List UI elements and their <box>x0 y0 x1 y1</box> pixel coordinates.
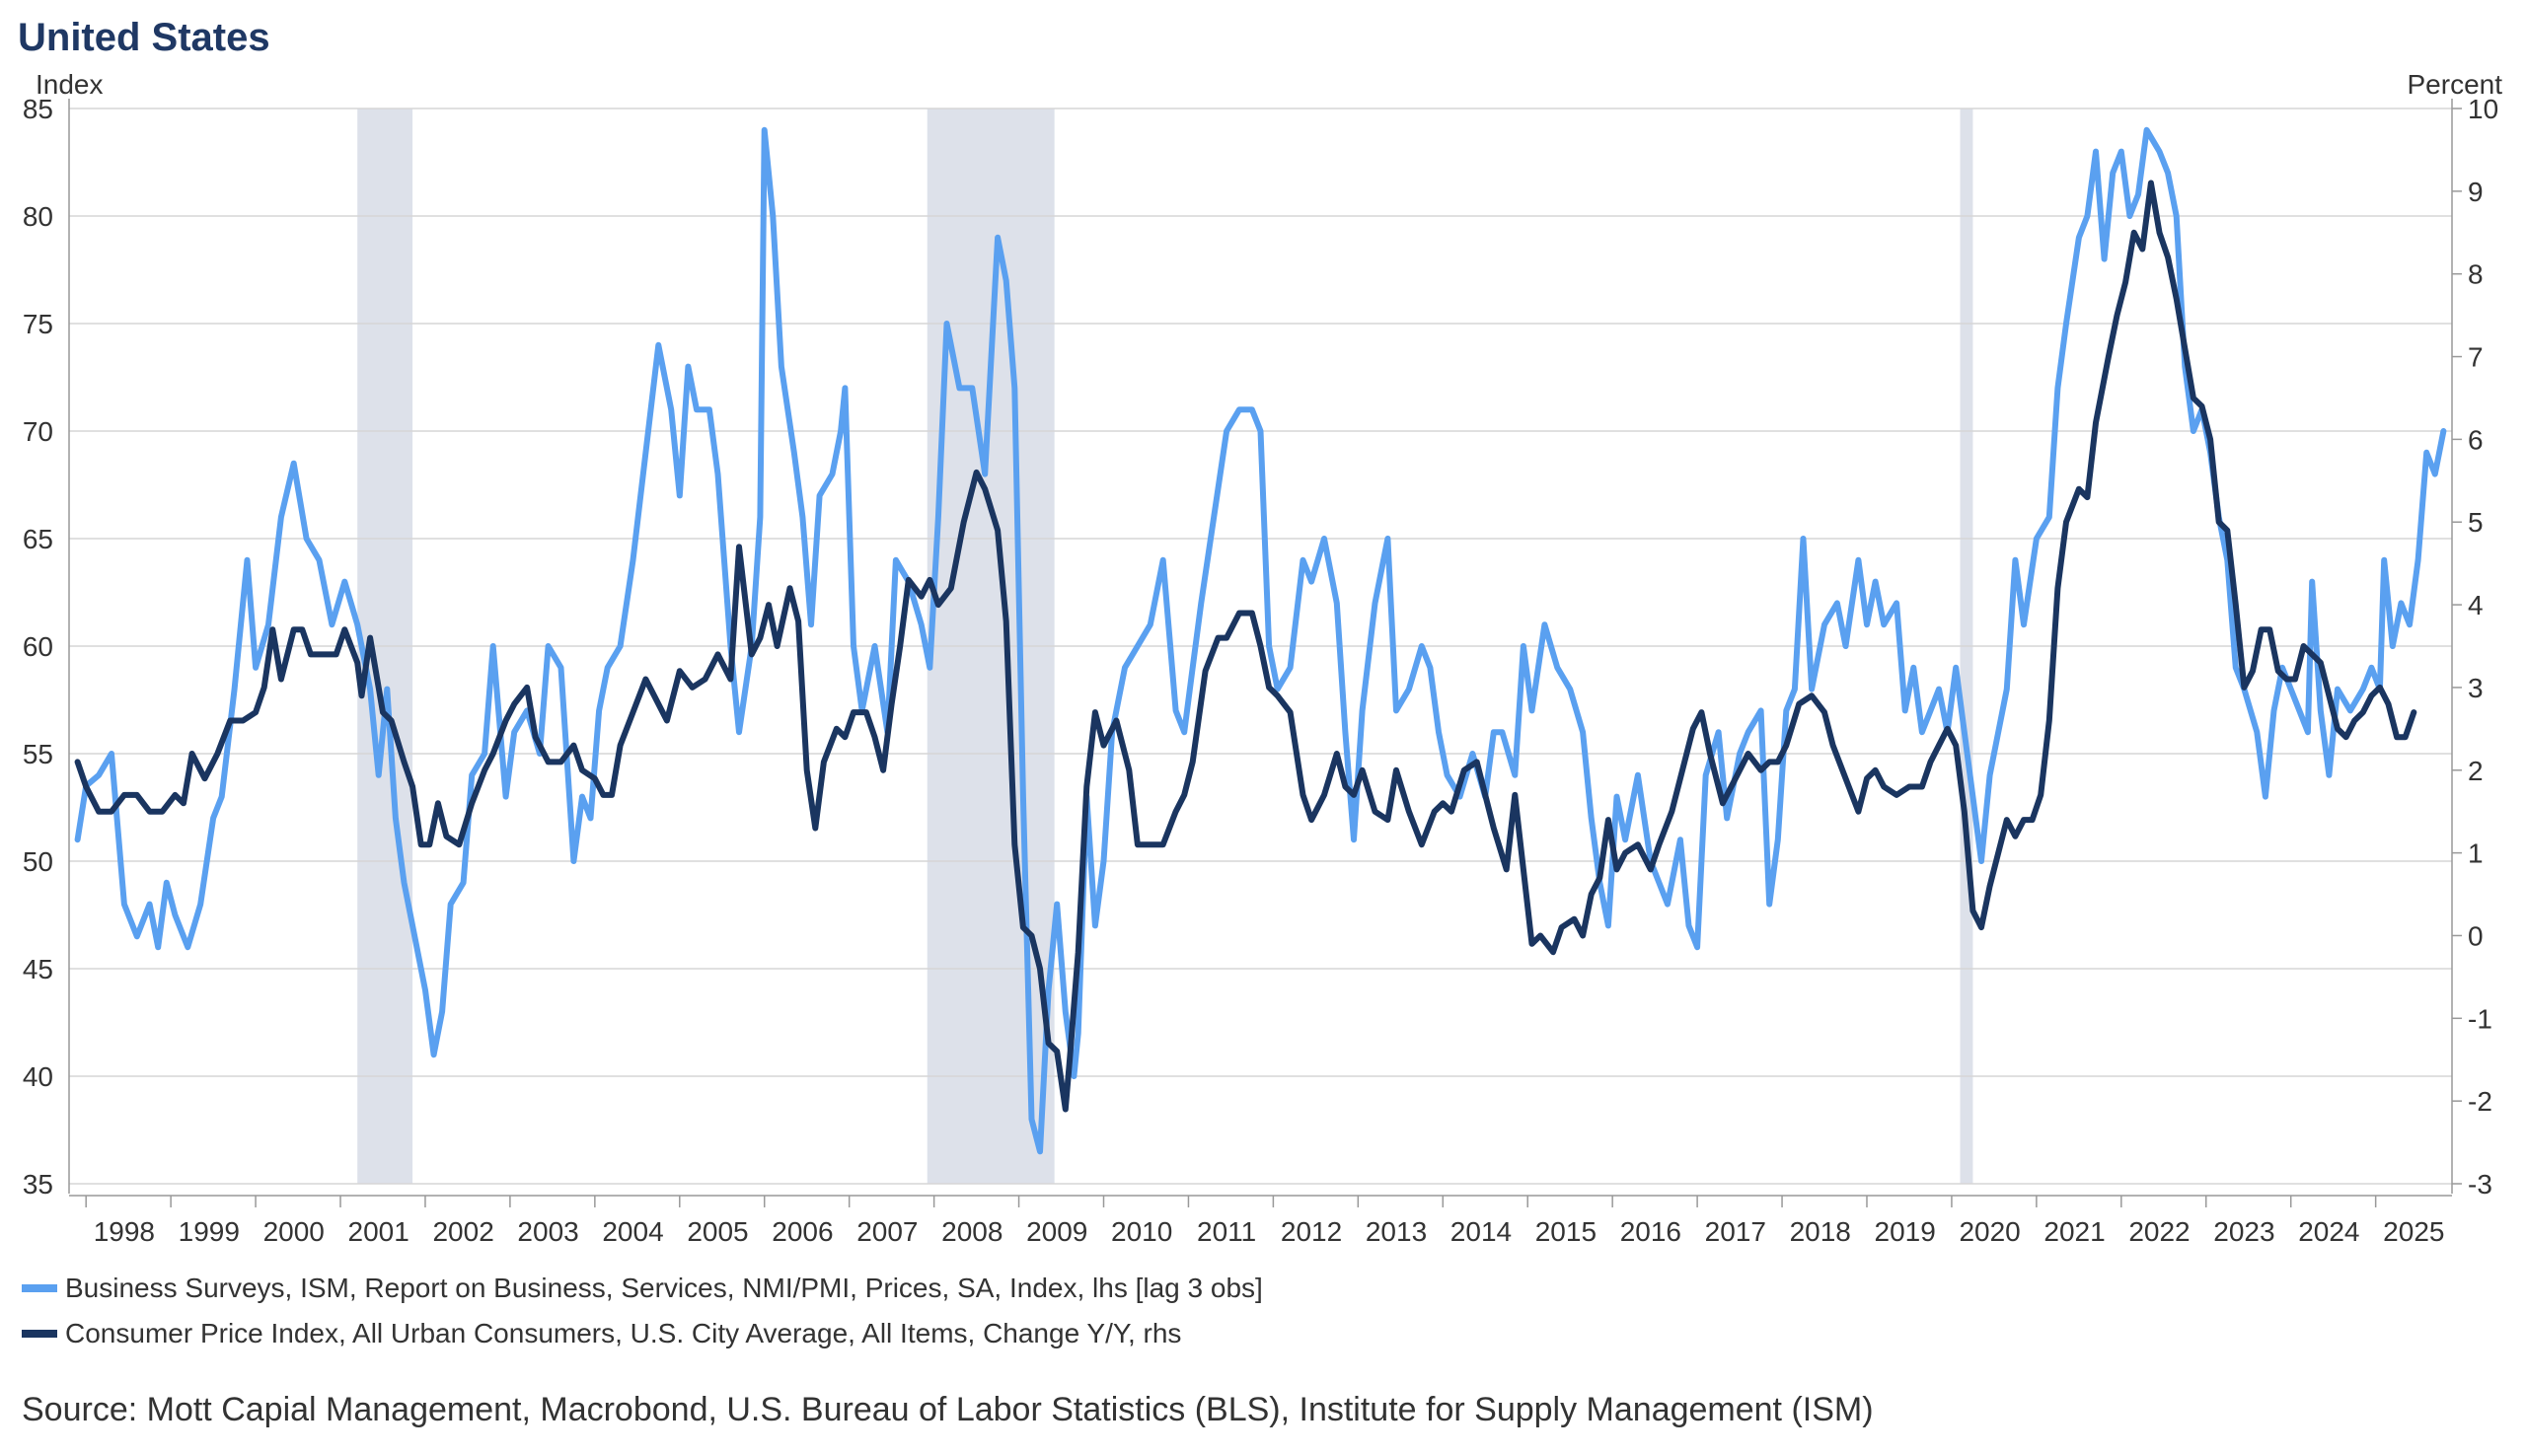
x-tick-label: 2002 <box>432 1216 493 1247</box>
legend-label-cpi: Consumer Price Index, All Urban Consumer… <box>65 1318 1182 1348</box>
x-tick-label: 2012 <box>1281 1216 1342 1247</box>
x-tick-label: 2017 <box>1705 1216 1766 1247</box>
x-tick-label: 2006 <box>772 1216 833 1247</box>
right-axis-label: Percent <box>2407 69 2503 100</box>
x-tick-label: 2019 <box>1875 1216 1936 1247</box>
x-tick-label: 2009 <box>1026 1216 1087 1247</box>
x-tick-label: 2020 <box>1959 1216 2020 1247</box>
x-tick-label: 2018 <box>1790 1216 1851 1247</box>
x-tick-label: 2004 <box>602 1216 663 1247</box>
x-tick-label: 2014 <box>1450 1216 1512 1247</box>
legend-swatch-cpi <box>22 1330 57 1338</box>
legend-swatch-ism <box>22 1284 57 1292</box>
x-tick-label: 2005 <box>687 1216 748 1247</box>
left-tick-label: 80 <box>23 201 53 232</box>
x-tick-label: 1998 <box>94 1216 155 1247</box>
x-tick-label: 2011 <box>1197 1216 1256 1247</box>
x-tick-label: 2022 <box>2128 1216 2190 1247</box>
source-note: Source: Mott Capial Management, Macrobon… <box>22 1391 1874 1428</box>
right-tick-label: 9 <box>2468 177 2484 207</box>
x-tick-label: 2008 <box>941 1216 1003 1247</box>
left-tick-label: 50 <box>23 846 53 877</box>
left-tick-label: 45 <box>23 954 53 984</box>
left-tick-label: 85 <box>23 94 53 124</box>
left-tick-label: 70 <box>23 416 53 447</box>
x-tick-label: 2000 <box>263 1216 325 1247</box>
x-tick-label: 2010 <box>1111 1216 1172 1247</box>
right-tick-label: 8 <box>2468 259 2484 290</box>
x-tick-label: 1999 <box>179 1216 240 1247</box>
left-tick-label: 55 <box>23 739 53 769</box>
right-tick-label: 0 <box>2468 920 2484 951</box>
right-tick-label: -2 <box>2468 1086 2492 1117</box>
x-tick-label: 2003 <box>517 1216 578 1247</box>
x-tick-label: 2023 <box>2213 1216 2274 1247</box>
x-tick-label: 2015 <box>1535 1216 1597 1247</box>
right-tick-label: 2 <box>2468 756 2484 786</box>
right-tick-label: -3 <box>2468 1169 2492 1200</box>
x-tick-label: 2001 <box>348 1216 409 1247</box>
right-tick-label: 10 <box>2468 94 2498 124</box>
right-tick-label: -1 <box>2468 1003 2492 1034</box>
right-tick-label: 7 <box>2468 342 2484 373</box>
right-tick-label: 5 <box>2468 507 2484 538</box>
left-axis-label: Index <box>36 69 104 100</box>
left-tick-label: 35 <box>23 1169 53 1200</box>
right-tick-label: 1 <box>2468 838 2484 869</box>
series-line-cpi-yoy <box>74 180 2417 1113</box>
left-tick-label: 60 <box>23 631 53 662</box>
legend-item-cpi: Consumer Price Index, All Urban Consumer… <box>22 1318 1181 1349</box>
right-tick-label: 3 <box>2468 673 2484 703</box>
x-tick-label: 2007 <box>856 1216 918 1247</box>
x-tick-label: 2025 <box>2383 1216 2444 1247</box>
x-tick-label: 2024 <box>2298 1216 2359 1247</box>
series-line-ism-prices <box>74 126 2447 1155</box>
legend-label-ism: Business Surveys, ISM, Report on Busines… <box>65 1273 1263 1303</box>
right-tick-label: 6 <box>2468 424 2484 455</box>
left-tick-label: 40 <box>23 1061 53 1092</box>
x-tick-label: 2013 <box>1366 1216 1427 1247</box>
x-tick-label: 2016 <box>1620 1216 1681 1247</box>
right-tick-label: 4 <box>2468 590 2484 620</box>
chart-title: United States <box>18 16 270 59</box>
left-tick-label: 75 <box>23 309 53 339</box>
legend-item-ism: Business Surveys, ISM, Report on Busines… <box>22 1273 1263 1304</box>
x-tick-label: 2021 <box>2043 1216 2105 1247</box>
left-tick-label: 65 <box>23 524 53 554</box>
